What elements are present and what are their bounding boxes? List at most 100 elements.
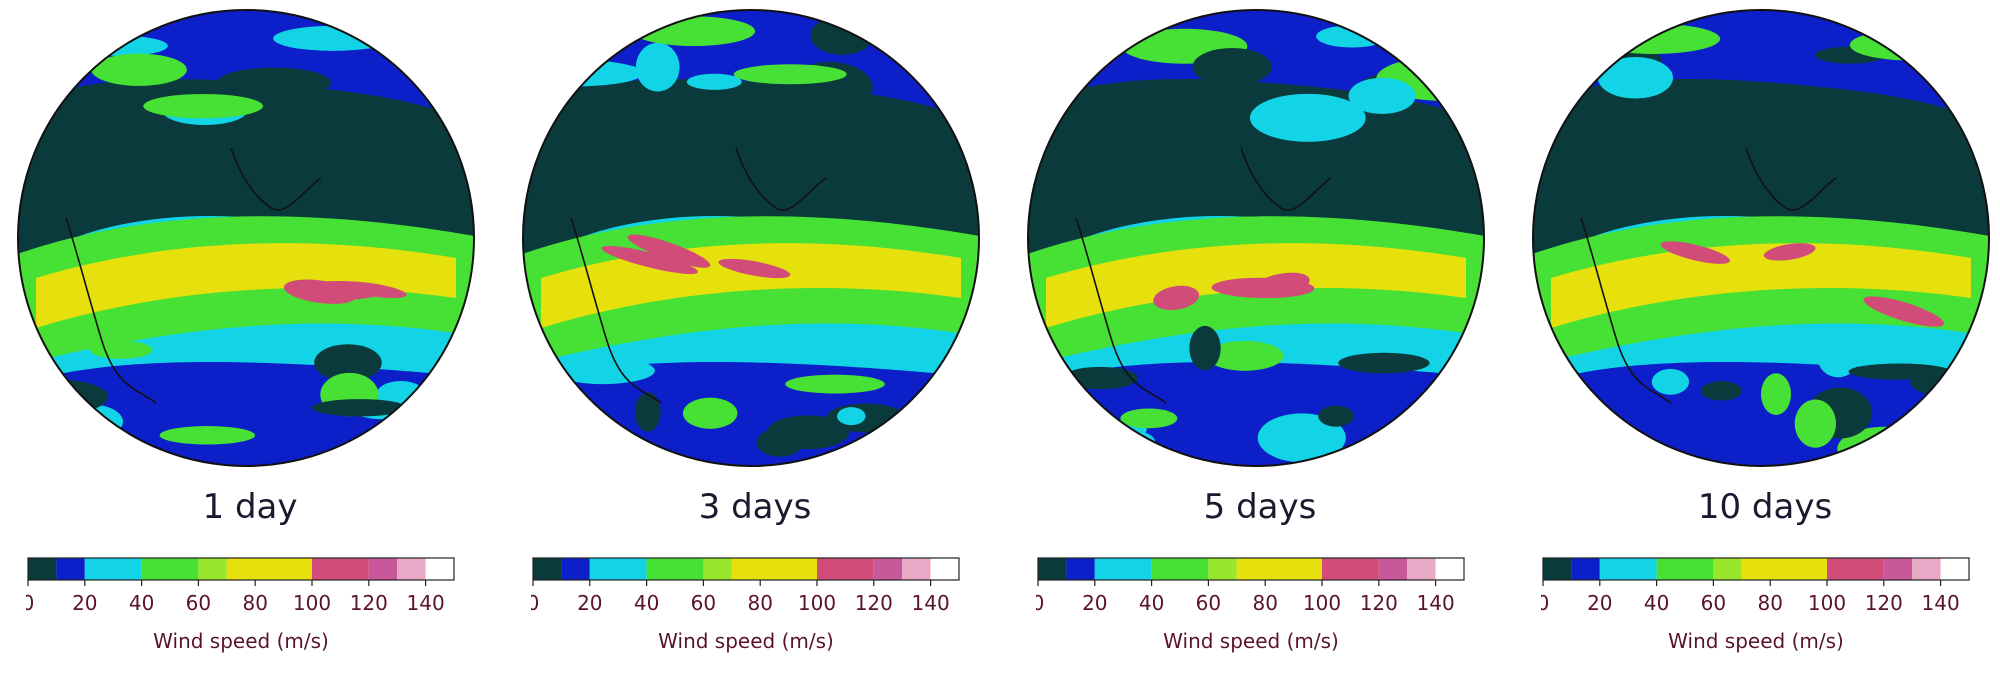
colorbar-bin (1038, 558, 1067, 580)
wind-band (1062, 366, 1138, 390)
coastline (1240, 147, 1332, 211)
wind-band (1080, 427, 1156, 456)
colorbar-tick-label: 40 (1644, 591, 1669, 615)
coastline (1075, 217, 1167, 404)
colorbar-tick-label: 120 (350, 591, 388, 615)
colorbar-bin (561, 558, 590, 580)
colorbar-tick-label: 60 (1196, 591, 1221, 615)
colorbar-tick-label: 100 (1303, 591, 1341, 615)
wind-speed-colorbar: 0 20 40 60 80 100 120 140 Wind speed (m/s) (1036, 557, 1465, 653)
wind-band (1318, 405, 1355, 427)
colorbar-title: Wind speed (m/s) (1163, 629, 1339, 653)
colorbar-bin (1378, 558, 1408, 580)
wind-band (89, 340, 153, 359)
jet-core (36, 243, 456, 328)
colorbar-tick-label: 40 (129, 591, 154, 615)
coastline (735, 147, 827, 211)
wind-band (632, 16, 756, 46)
colorbar-tick-label: 60 (1701, 591, 1726, 615)
colorbar-tick-label: 140 (912, 591, 950, 615)
colorbar-bin (312, 558, 369, 580)
wind-speed-colorbar: 0 20 40 60 80 100 120 140 Wind speed (m/s) (26, 557, 455, 653)
wind-band (756, 428, 804, 457)
panel-caption: 5 days (1203, 487, 1317, 527)
colorbar-bin (28, 558, 57, 580)
colorbar-bin (1912, 558, 1941, 580)
wind-band (523, 361, 585, 383)
panel-caption: 10 days (1697, 487, 1833, 527)
jet-maximum (1153, 285, 1200, 311)
colorbar-tick-label: 20 (577, 591, 602, 615)
wind-band (1120, 408, 1178, 429)
colorbar-bin (1827, 558, 1884, 580)
colorbar-tick-label: 140 (407, 591, 445, 615)
jet-core (1551, 243, 1971, 328)
panel-3-days: 3 days 0 20 40 60 80 100 120 140 Wind speed (m/s… (505, 0, 1005, 673)
wind-band (1794, 399, 1837, 448)
colorbar-bin (397, 558, 426, 580)
coastline (230, 147, 322, 211)
colorbar-tick-label: 100 (293, 591, 331, 615)
wind-band (837, 407, 866, 426)
wind-speed-colorbar: 0 20 40 60 80 100 120 140 Wind speed (m/s) (1541, 557, 1970, 653)
colorbar-bin (589, 558, 647, 580)
colorbar-frame (1542, 557, 1970, 581)
wind-band (1760, 373, 1792, 415)
colorbar-tick-label: 120 (855, 591, 893, 615)
colorbar-tick-label: 80 (1757, 591, 1782, 615)
colorbar-bin (1407, 558, 1436, 580)
wind-band (686, 73, 742, 90)
colorbar-bin (56, 558, 85, 580)
wind-band (18, 361, 474, 466)
colorbar-bin (703, 558, 732, 580)
wind-band (1045, 422, 1097, 442)
colorbar-bin (368, 558, 398, 580)
colorbar-frame (27, 557, 455, 581)
colorbar-title: Wind speed (m/s) (1668, 629, 1844, 653)
colorbar-tick-label: 40 (1139, 591, 1164, 615)
wind-band (1348, 77, 1416, 115)
wind-band (58, 404, 123, 439)
colorbar-tick-label: 80 (747, 591, 772, 615)
colorbar-bin (1599, 558, 1657, 580)
panel-5-days: 5 days 0 20 40 60 80 100 120 140 Wind speed (m/s… (1010, 0, 1510, 673)
wind-band (1548, 429, 1606, 466)
jet-maximum (1211, 277, 1315, 299)
colorbar-title: Wind speed (m/s) (153, 629, 329, 653)
wind-band (882, 438, 970, 463)
colorbar-bin (1151, 558, 1209, 580)
colorbar-bin (1883, 558, 1913, 580)
globe-outline (17, 9, 475, 467)
panel-1-day: 1 day 0 20 40 60 80 100 120 140 Wind speed (m/s) (0, 0, 500, 673)
colorbar-tick-label: 140 (1417, 591, 1455, 615)
coastline (1745, 147, 1837, 211)
wind-band (159, 426, 256, 445)
colorbar-tick-label: 100 (1808, 591, 1846, 615)
wind-band (73, 35, 168, 56)
panel-caption: 3 days (698, 487, 812, 527)
colorbar-bin (1940, 558, 1969, 580)
colorbar-bin (817, 558, 874, 580)
colorbar-tick-label: 80 (1252, 591, 1277, 615)
colorbar-tick-label: 0 (26, 591, 34, 615)
jet-maximum (335, 281, 407, 298)
colorbar-tick-label: 60 (691, 591, 716, 615)
globe-outline (1027, 9, 1485, 467)
colorbar-tick-label: 140 (1922, 591, 1960, 615)
coastline (570, 217, 662, 404)
jet-maximum (1660, 241, 1730, 264)
wind-band (1249, 93, 1366, 142)
wind-band (810, 16, 874, 55)
colorbar-bin (84, 558, 142, 580)
wind-band (1586, 23, 1721, 54)
globe-outline (1532, 9, 1990, 467)
colorbar-bin (873, 558, 903, 580)
wind-speed-globe (1532, 9, 1990, 467)
colorbar-frame (1037, 557, 1465, 581)
colorbar-bin (1571, 558, 1600, 580)
colorbar-tick-label: 20 (72, 591, 97, 615)
wind-band (91, 53, 187, 86)
jet-maximum (1863, 296, 1945, 327)
coastline (1580, 217, 1672, 404)
colorbar-tick-label: 120 (1865, 591, 1903, 615)
